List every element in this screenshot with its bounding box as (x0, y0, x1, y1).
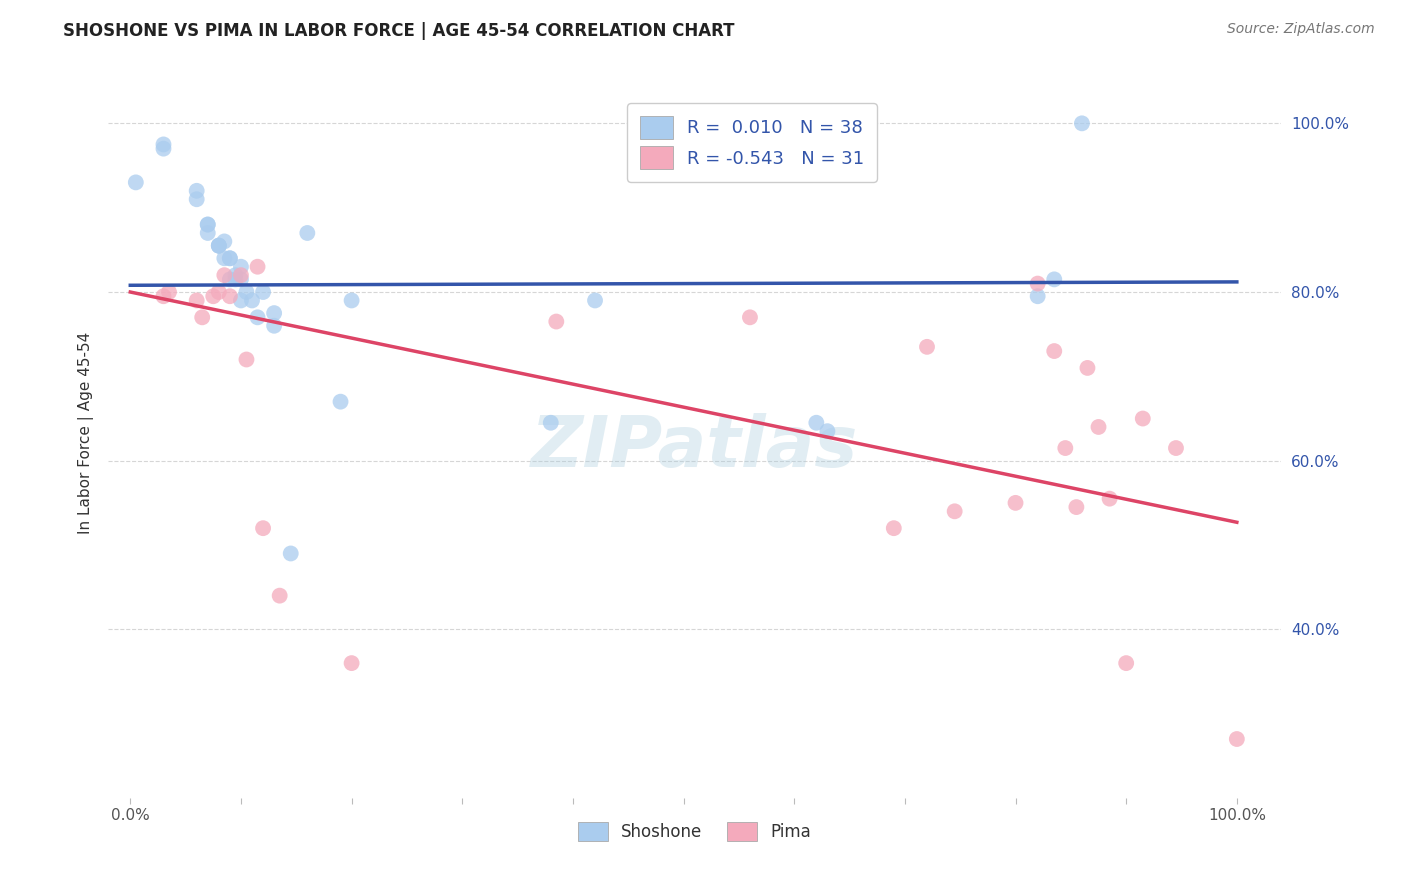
Point (224, 268, 246, 282)
Point (583, 293, 606, 308)
Legend: R =  0.010   N = 38, R = -0.543   N = 31: R = 0.010 N = 38, R = -0.543 N = 31 (627, 103, 877, 182)
Point (943, 504, 966, 518)
Point (1071, 116, 1094, 130)
Point (806, 416, 828, 430)
Point (186, 293, 208, 308)
Point (218, 252, 240, 266)
Point (152, 142, 174, 156)
Point (915, 340, 938, 354)
Point (197, 218, 219, 232)
Point (1043, 344, 1066, 359)
Point (263, 318, 285, 333)
Point (269, 589, 291, 603)
Point (152, 137, 174, 152)
Point (229, 272, 252, 286)
Point (1043, 272, 1066, 286)
Point (1115, 656, 1137, 670)
Point (218, 252, 240, 266)
Point (263, 306, 285, 320)
Point (214, 235, 236, 249)
Point (208, 238, 231, 252)
Point (208, 285, 231, 299)
Point (1076, 360, 1098, 375)
Point (1098, 491, 1121, 506)
Point (246, 260, 269, 274)
Point (229, 260, 252, 274)
Point (208, 238, 231, 252)
Point (883, 521, 905, 535)
Point (224, 272, 246, 286)
Point (125, 175, 148, 189)
Point (1087, 420, 1109, 434)
Point (229, 293, 252, 308)
Point (1164, 441, 1187, 455)
Point (218, 272, 240, 286)
Point (214, 252, 236, 266)
Point (235, 285, 257, 299)
Text: SHOSHONE VS PIMA IN LABOR FORCE | AGE 45-54 CORRELATION CHART: SHOSHONE VS PIMA IN LABOR FORCE | AGE 45… (63, 22, 735, 40)
Point (546, 314, 568, 328)
Point (329, 394, 352, 409)
Point (252, 285, 274, 299)
Text: Source: ZipAtlas.com: Source: ZipAtlas.com (1227, 22, 1375, 37)
Point (197, 226, 219, 240)
Point (214, 268, 236, 282)
Point (1066, 500, 1088, 514)
Point (1026, 277, 1049, 291)
Point (218, 289, 240, 303)
Point (1026, 289, 1049, 303)
Point (186, 192, 208, 206)
Point (280, 546, 302, 560)
Point (246, 310, 269, 325)
Text: ZIPatlas: ZIPatlas (531, 413, 858, 483)
Point (197, 218, 219, 232)
Point (235, 352, 257, 367)
Point (229, 268, 252, 282)
Point (202, 289, 225, 303)
Point (540, 416, 562, 430)
Y-axis label: In Labor Force | Age 45-54: In Labor Force | Age 45-54 (79, 332, 94, 534)
Point (191, 310, 214, 325)
Point (340, 293, 363, 308)
Point (252, 521, 274, 535)
Point (157, 285, 180, 299)
Point (1226, 732, 1249, 747)
Point (815, 424, 838, 438)
Point (186, 184, 208, 198)
Point (208, 238, 231, 252)
Point (340, 656, 363, 670)
Point (297, 226, 319, 240)
Point (152, 289, 174, 303)
Point (738, 310, 761, 325)
Point (1132, 411, 1154, 425)
Point (1004, 496, 1026, 510)
Point (240, 293, 263, 308)
Point (1054, 441, 1077, 455)
